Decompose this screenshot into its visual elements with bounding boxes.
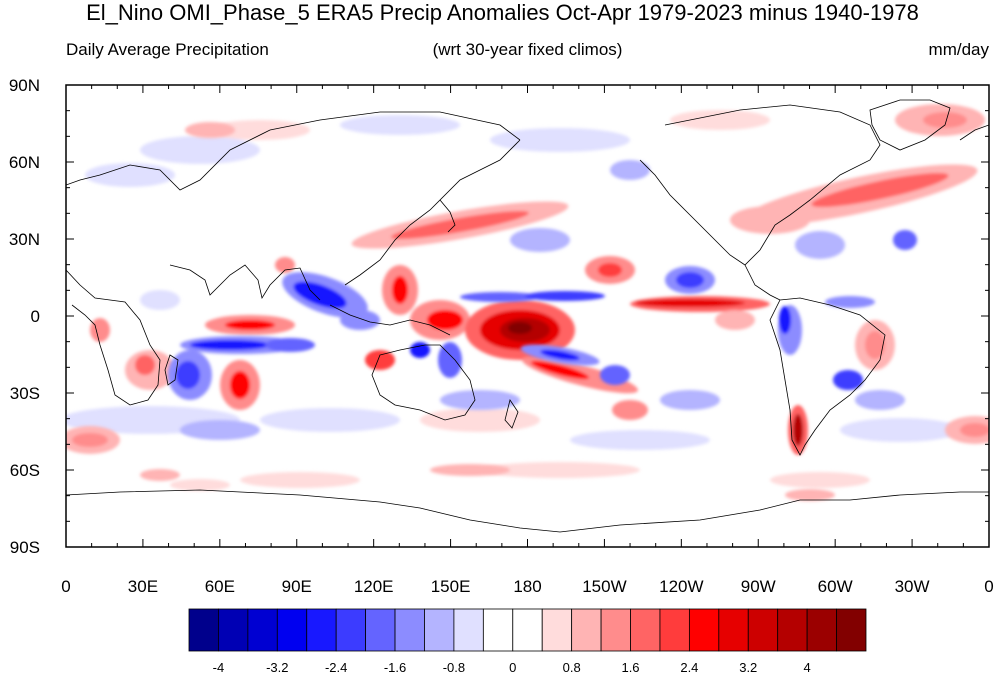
colorbar-swatch — [747, 608, 779, 652]
colorbar-label: -0.8 — [443, 660, 465, 675]
colorbar-label: 1.6 — [621, 660, 639, 675]
colorbar — [188, 608, 867, 652]
lat-label: 30S — [10, 384, 40, 403]
coast-maritime-continent — [329, 304, 451, 336]
colorbar-swatch — [394, 608, 425, 652]
colorbar-swatch — [188, 608, 219, 652]
coast-new-zealand — [504, 399, 519, 429]
negative-anomalies — [140, 160, 917, 440]
lon-label: 150E — [431, 577, 471, 596]
coast-australia — [371, 344, 476, 421]
colorbar-swatch — [806, 608, 837, 652]
colorbar-swatch — [571, 608, 602, 652]
subtitle-left: Daily Average Precipitation — [66, 40, 269, 59]
colorbar-swatch — [836, 608, 867, 652]
positive-anomalies — [66, 104, 989, 501]
subtitle-center: (wrt 30-year fixed climos) — [432, 40, 623, 59]
colorbar-swatch — [777, 608, 808, 652]
lon-label: 60E — [205, 577, 235, 596]
lon-label: 90W — [741, 577, 776, 596]
colorbar-label: -3.2 — [266, 660, 288, 675]
colorbar-label: -2.4 — [325, 660, 347, 675]
coast-north-america — [664, 104, 881, 301]
lon-label: 0 — [984, 577, 993, 596]
colorbar-swatch — [688, 608, 720, 652]
coastlines — [66, 99, 989, 533]
map-title: El_Nino OMI_Phase_5 ERA5 Precip Anomalie… — [86, 0, 919, 25]
anomaly-field — [66, 99, 989, 533]
lon-label: 120E — [354, 577, 394, 596]
coast-madagascar — [164, 354, 179, 386]
colorbar-label: 0.8 — [563, 660, 581, 675]
coast-north-america-west — [639, 159, 746, 266]
colorbar-swatch — [541, 608, 573, 652]
lat-label: 60N — [9, 153, 40, 172]
colorbar-label: 4 — [804, 660, 811, 675]
colorbar-swatch — [276, 608, 308, 652]
lon-label: 60W — [818, 577, 853, 596]
coast-arabia-india — [169, 264, 321, 301]
lat-label: 90S — [10, 538, 40, 557]
lat-label: 30N — [9, 230, 40, 249]
lat-label: 60S — [10, 461, 40, 480]
lon-label: 30W — [895, 577, 930, 596]
colorbar-swatch — [630, 608, 661, 652]
colorbar-swatch — [218, 608, 249, 652]
longitude-labels: 0 30E 60E 90E 120E 150E 180 150W 120W 90W 60W 30W 0 — [61, 577, 993, 596]
coast-east-asia — [344, 139, 521, 286]
coast-japan — [439, 199, 456, 233]
axis-ticks — [65, 84, 990, 548]
colorbar-swatch — [512, 608, 543, 652]
colorbar-label: 2.4 — [680, 660, 698, 675]
lon-label: 30E — [128, 577, 158, 596]
colorbar-label: 3.2 — [739, 660, 757, 675]
coast-africa — [66, 269, 161, 406]
lat-label: 90N — [9, 76, 40, 95]
colorbar-label: 0 — [509, 660, 516, 675]
colorbar-swatch — [306, 608, 337, 652]
colorbar-swatch — [365, 608, 396, 652]
lon-label: 120W — [659, 577, 703, 596]
colorbar-swatch — [247, 608, 278, 652]
coast-south-america — [769, 297, 886, 456]
coast-europe — [959, 124, 989, 141]
lon-label: 0 — [61, 577, 70, 596]
colorbar-swatch — [718, 608, 749, 652]
subtitle-units: mm/day — [928, 40, 989, 59]
coast-eurasia-north — [66, 111, 521, 191]
colorbar-swatch — [600, 608, 631, 652]
colorbar-swatch — [453, 608, 484, 652]
colorbar-swatch — [482, 608, 514, 652]
lon-label: 180 — [513, 577, 541, 596]
colorbar-swatch — [659, 608, 690, 652]
latitude-labels: 90N 60N 30N 0 30S 60S 90S — [9, 76, 40, 557]
lat-label: 0 — [31, 307, 40, 326]
coast-greenland — [869, 99, 951, 151]
lon-label: 150W — [582, 577, 626, 596]
colorbar-labels: -4 -3.2 -2.4 -1.6 -0.8 0 0.8 1.6 2.4 3.2 4 — [213, 660, 811, 675]
colorbar-swatch — [335, 608, 367, 652]
lon-label: 90E — [282, 577, 312, 596]
colorbar-label: -4 — [213, 660, 225, 675]
colorbar-label: -1.6 — [384, 660, 406, 675]
coast-antarctica — [66, 489, 989, 533]
colorbar-swatch — [424, 608, 455, 652]
